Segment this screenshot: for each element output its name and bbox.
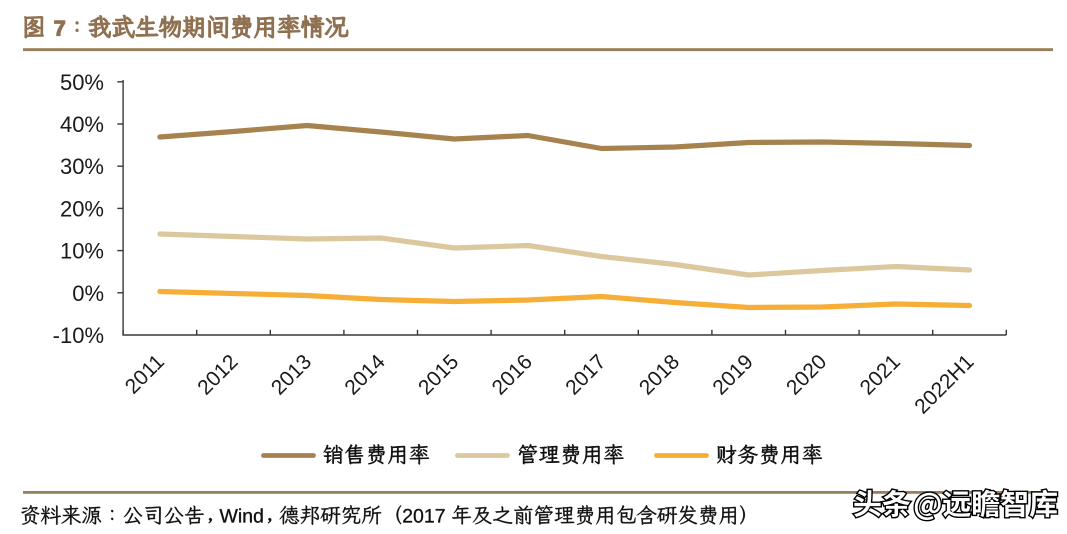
svg-text:10%: 10% [60,239,104,264]
svg-text:50%: 50% [60,70,104,95]
svg-text:20%: 20% [60,196,104,221]
svg-text:2012: 2012 [193,350,242,399]
svg-text:2021: 2021 [856,350,905,399]
svg-text:-10%: -10% [53,323,104,348]
svg-text:2022H1: 2022H1 [910,350,978,418]
svg-text:2013: 2013 [267,350,316,399]
svg-text:2015: 2015 [414,350,463,399]
svg-text:2011: 2011 [121,350,169,398]
svg-text:40%: 40% [60,112,104,137]
svg-text:2016: 2016 [488,350,537,399]
svg-text:30%: 30% [60,154,104,179]
svg-text:2014: 2014 [340,350,390,400]
svg-text:2020: 2020 [782,350,831,399]
svg-text:2019: 2019 [708,350,757,399]
svg-text:2018: 2018 [635,350,684,399]
svg-text:0%: 0% [72,281,104,306]
svg-text:2017: 2017 [561,350,610,399]
